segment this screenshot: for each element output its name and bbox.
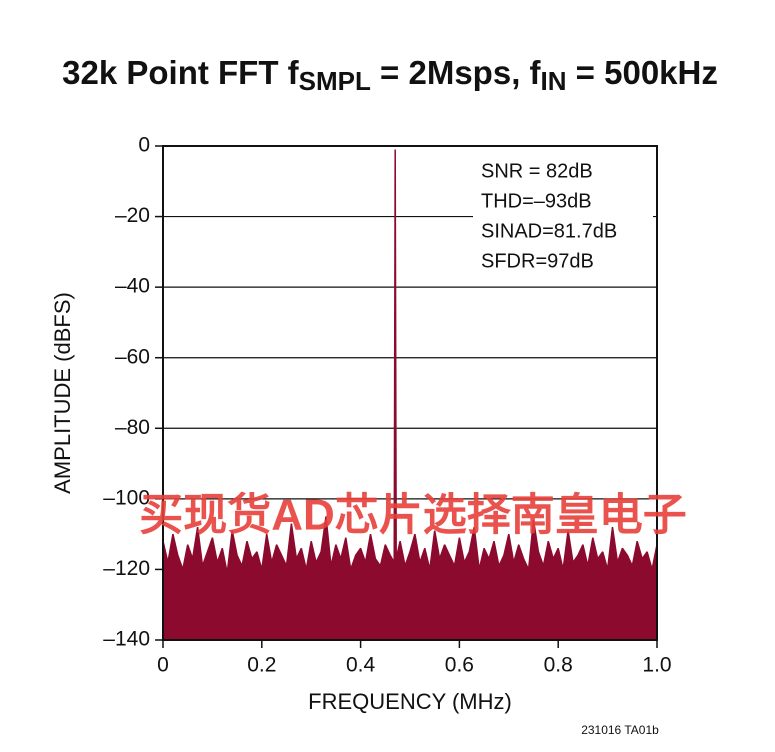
annotation: SNR = 82dB	[481, 160, 593, 182]
annotation: SFDR=97dB	[481, 250, 594, 272]
annotation: THD=–93dB	[481, 190, 592, 212]
y-tick-label: –80	[115, 416, 150, 439]
y-tick-label: –20	[115, 204, 150, 227]
x-tick-label: 0.8	[544, 654, 573, 677]
watermark: 买现货AD芯片选择南皇电子	[139, 491, 687, 540]
x-tick-label: 0.4	[346, 654, 376, 677]
annotation-background	[473, 153, 653, 283]
y-tick-label: –140	[103, 628, 150, 651]
title-subscript: IN	[541, 66, 567, 96]
x-axis-label: FREQUENCY (MHz)	[308, 689, 512, 714]
x-tick-label: 0.2	[247, 654, 276, 677]
figure-code: 231016 TA01b	[581, 723, 659, 737]
y-tick-label: 0	[138, 134, 150, 157]
x-tick-label: 1.0	[642, 654, 671, 677]
y-tick-label: –40	[115, 275, 150, 298]
y-axis-label: AMPLITUDE (dBFS)	[50, 292, 75, 494]
y-tick-label: –60	[115, 345, 150, 368]
y-tick-label: –100	[103, 486, 150, 509]
title-subscript: SMPL	[299, 66, 371, 96]
x-tick-label: 0	[157, 654, 169, 677]
chart-title: 32k Point FFT fSMPL = 2Msps, fIN = 500kH…	[62, 54, 718, 96]
title-text: = 2Msps, f	[371, 54, 542, 91]
y-tick-label: –120	[103, 557, 150, 580]
spectrum-area	[162, 149, 658, 641]
title-text: 32k Point FFT f	[62, 54, 300, 91]
plot-frame	[162, 145, 658, 641]
title-text: = 500kHz	[567, 54, 718, 91]
x-tick-label: 0.6	[445, 654, 474, 677]
annotation: SINAD=81.7dB	[481, 220, 617, 242]
